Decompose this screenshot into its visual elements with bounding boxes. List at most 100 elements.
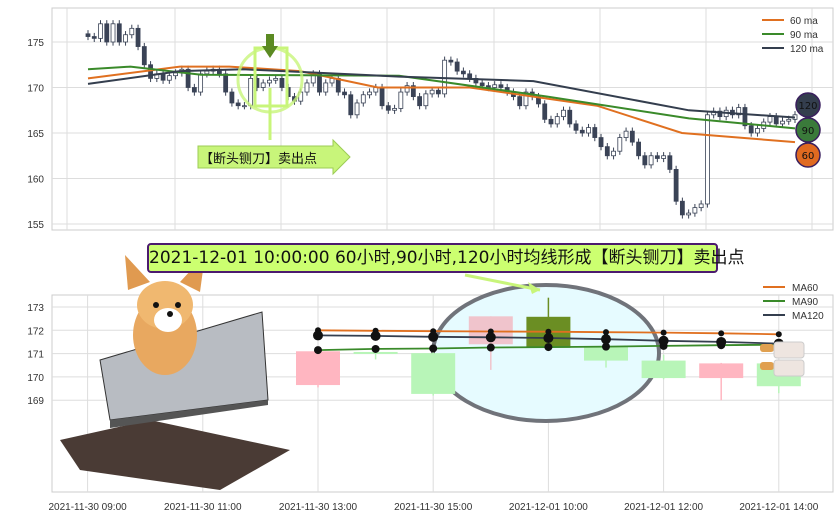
top-candle-body	[273, 78, 279, 81]
top-y-tick-label: 175	[27, 38, 44, 49]
top-candle-body	[198, 73, 204, 93]
top-candle-body	[654, 155, 660, 159]
top-candle-body	[110, 23, 116, 43]
top-candle-body	[173, 72, 178, 77]
top-candle-body	[229, 91, 235, 104]
top-candle-body	[617, 137, 623, 152]
top-candle-body	[598, 137, 604, 148]
top-candle-body	[604, 146, 610, 157]
ma-end-badge	[795, 92, 821, 118]
bottom-ma60-marker	[718, 330, 725, 337]
top-candle-body	[429, 89, 435, 95]
bottom-ma90-marker	[602, 342, 610, 351]
title-pointer-arrowhead	[528, 282, 540, 294]
top-candle-body	[342, 91, 347, 96]
top-candle-body	[442, 59, 448, 95]
top-candle-body	[166, 75, 172, 81]
top-candle-body	[354, 102, 360, 116]
top-candle-body	[423, 93, 429, 107]
cleaver-handle-icon	[760, 362, 774, 370]
bottom-y-tick-label: 171	[27, 350, 44, 361]
top-y-tick-label: 155	[27, 220, 44, 231]
bottom-legend-label: MA60	[792, 283, 819, 294]
top-candle-body	[573, 123, 579, 131]
top-candle-body	[235, 102, 241, 107]
top-ma120-line	[87, 68, 796, 119]
top-plot-area	[51, 7, 834, 231]
top-candle-body	[185, 68, 191, 88]
bottom-ma90-marker	[429, 344, 438, 353]
cutter-base	[60, 420, 290, 490]
top-candle-body	[398, 91, 404, 109]
top-candle-body	[448, 59, 454, 63]
bottom-ma60-marker	[545, 328, 552, 335]
top-candle-body	[467, 73, 473, 79]
saw-teeth	[110, 400, 268, 428]
top-candle-body	[317, 73, 322, 93]
top-candle-body	[123, 34, 128, 43]
top-candle-body	[223, 73, 229, 93]
top-candle-body	[348, 94, 354, 116]
top-candle-body	[523, 91, 529, 107]
top-candle-body	[636, 141, 641, 157]
top-candle-body	[279, 78, 285, 88]
top-candle-body	[91, 36, 97, 39]
corgi-nose	[167, 311, 173, 317]
top-ma60-line	[87, 65, 796, 144]
bottom-x-tick-label: 2021-11-30 09:00	[48, 502, 127, 513]
chart-title-banner: 2021-12-01 10:00:00 60小时,90小时,120小时均线形成【…	[147, 243, 744, 273]
top-candle-body	[323, 82, 329, 93]
bottom-legend-label: MA120	[792, 311, 824, 322]
top-candle-body	[98, 23, 103, 39]
top-candle-body	[748, 125, 754, 134]
top-candle-body	[479, 82, 485, 87]
top-legend-label: 60 ma	[790, 16, 818, 27]
cleaver-handle-icon	[760, 344, 774, 352]
bottom-candle-body	[296, 351, 340, 386]
bottom-x-tick-label: 2021-11-30 11:00	[164, 502, 242, 513]
top-legend-label: 120 ma	[790, 44, 824, 55]
top-y-tick-label: 160	[27, 175, 44, 186]
ma-end-badge-label: 60	[802, 151, 815, 162]
top-candle-body	[435, 89, 441, 95]
top-candle-body	[135, 27, 141, 47]
corgi-eye	[153, 302, 159, 308]
top-candle-body	[460, 70, 466, 75]
top-candle-body	[561, 109, 566, 118]
bottom-ma60-marker	[603, 329, 609, 336]
top-candle-body	[385, 105, 391, 111]
top-candle-body	[579, 129, 585, 134]
top-candle-body	[129, 27, 135, 36]
top-candle-body	[116, 23, 122, 43]
bottom-candle-body	[353, 351, 398, 354]
right-arrow-callout	[197, 138, 351, 176]
top-candle-body	[667, 155, 673, 170]
ma-end-badge	[795, 142, 821, 168]
bottom-ma120-marker	[428, 331, 439, 342]
cleaver-blade-icon	[773, 359, 805, 377]
top-candle-body	[755, 128, 760, 134]
top-candle-body	[773, 116, 779, 125]
top-candle-body	[567, 109, 573, 125]
cleaver-blade-icon	[773, 341, 805, 359]
bottom-ma120-marker	[601, 334, 611, 345]
bottom-x-tick-label: 2021-12-01 14:00	[739, 502, 818, 513]
top-candle-body	[141, 46, 147, 66]
top-candle-body	[661, 155, 667, 159]
top-candle-body	[705, 114, 710, 205]
top-candle-body	[642, 155, 648, 166]
top-candle-body	[85, 33, 91, 37]
corgi-eye	[175, 302, 181, 308]
bottom-legend-label: MA90	[792, 297, 819, 308]
top-candle-body	[367, 91, 372, 96]
top-candle-body	[780, 120, 785, 125]
top-candle-body	[548, 118, 554, 125]
top-candle-body	[492, 84, 498, 88]
top-candle-body	[517, 96, 523, 107]
top-candle-body	[629, 130, 635, 143]
top-candle-body	[542, 103, 548, 120]
corgi-muzzle	[154, 308, 182, 332]
bottom-x-tick-label: 2021-12-01 10:00	[509, 502, 588, 513]
top-candle-body	[417, 96, 423, 107]
top-candle-body	[623, 130, 629, 138]
